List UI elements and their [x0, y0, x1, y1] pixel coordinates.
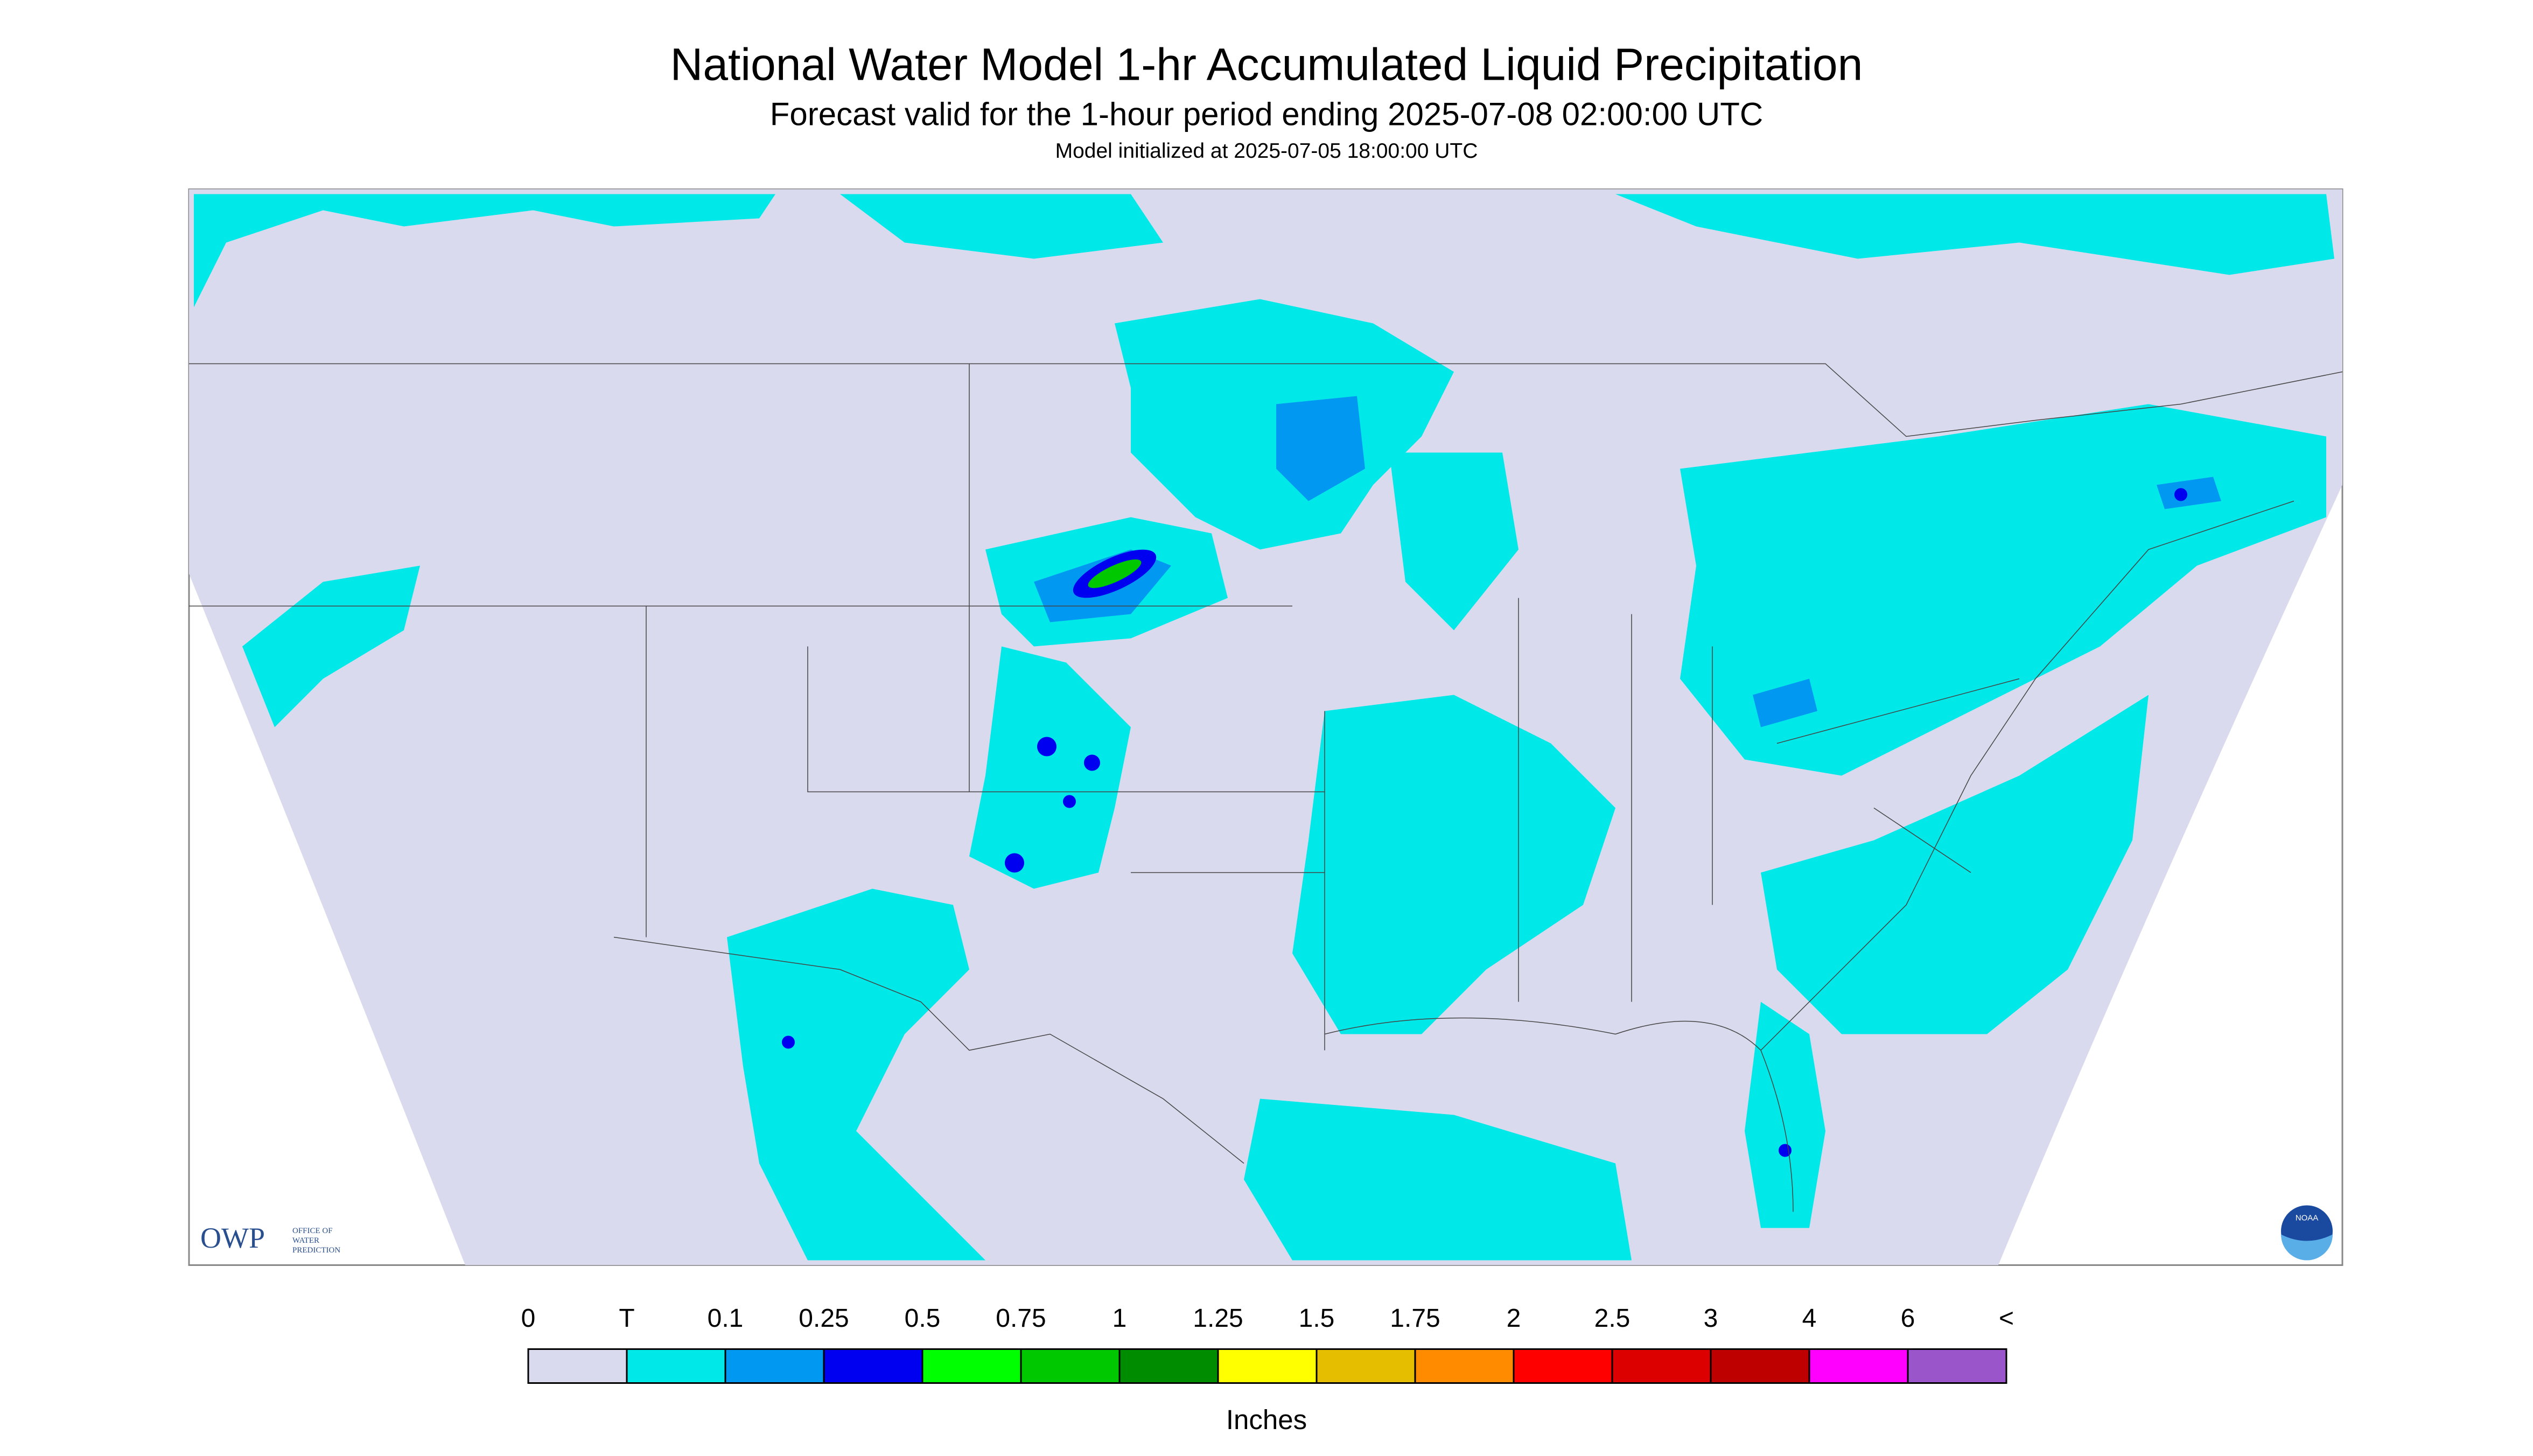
precip-area [1037, 737, 1056, 757]
legend-swatch [921, 1348, 1022, 1384]
init-time: Model initialized at 2025-07-05 18:00:00… [1055, 139, 1478, 163]
precip-area [1745, 1002, 1825, 1228]
borders [189, 363, 2343, 1212]
precip-area [840, 194, 1163, 259]
legend-label: 1.5 [1299, 1304, 1335, 1333]
owp-logo: OWP [200, 1222, 265, 1254]
precip-area [2174, 488, 2187, 501]
precip-area [1615, 194, 2334, 275]
legend-label: < [1999, 1304, 2014, 1333]
precip-area [1753, 678, 1817, 727]
legend-swatch [1217, 1348, 1318, 1384]
legend-swatch [626, 1348, 726, 1384]
legend-label: 6 [1901, 1304, 1915, 1333]
precip-area [1084, 754, 1100, 771]
legend-label: 2.5 [1594, 1304, 1631, 1333]
legend-swatch [724, 1348, 825, 1384]
legend-label: 4 [1802, 1304, 1817, 1333]
legend-swatch [1611, 1348, 1712, 1384]
precip-area [1779, 1144, 1792, 1157]
legend-label: 1 [1112, 1304, 1127, 1333]
legend-label: 1.75 [1390, 1304, 1440, 1333]
legend-label: 0.5 [905, 1304, 941, 1333]
border [1324, 500, 2294, 1212]
legend-swatch [1808, 1348, 1909, 1384]
precip-area [1244, 1098, 1632, 1261]
precip-area [1088, 559, 1142, 589]
legend-label: 0.1 [708, 1304, 744, 1333]
precip-area [1276, 396, 1365, 501]
legend-label: 0.25 [799, 1304, 849, 1333]
legend-swatch [527, 1348, 628, 1384]
legend-swatch [1118, 1348, 1219, 1384]
subtitle: Forecast valid for the 1-hour period end… [770, 96, 1763, 132]
border [189, 363, 1325, 1164]
legend-swatch [1513, 1348, 1613, 1384]
legend-label: T [619, 1304, 634, 1333]
legend-swatch [1414, 1348, 1515, 1384]
border [1518, 598, 2020, 1002]
owp-logo-text: WATER [292, 1236, 319, 1245]
precip-area [1063, 795, 1076, 808]
owp-logo-text: OFFICE OF [292, 1227, 333, 1235]
legend-swatch [823, 1348, 923, 1384]
legend-swatch [1020, 1348, 1121, 1384]
precip-area [727, 888, 985, 1261]
legend-label: 0 [521, 1304, 536, 1333]
legend-label: 0.75 [996, 1304, 1046, 1333]
legend-label: 2 [1507, 1304, 1521, 1333]
precip-area [969, 646, 1131, 889]
precip-areas [194, 194, 2334, 1261]
precip-area [2157, 477, 2221, 509]
legend-unit: Inches [1226, 1404, 1307, 1435]
precip-area [1389, 452, 1519, 631]
noaa-logo-text: NOAA [2296, 1213, 2319, 1222]
legend-swatch [1710, 1348, 1810, 1384]
owp-logo-text: PREDICTION [292, 1246, 340, 1255]
map: OWP OFFICE OF WATER PREDICTION NOAA [188, 188, 2343, 1266]
noaa-logo-wave [2281, 1234, 2333, 1261]
precip-area [194, 194, 775, 307]
legend-swatch [1316, 1348, 1416, 1384]
precip-area [782, 1035, 795, 1049]
legend-swatch [1907, 1348, 2007, 1384]
border [189, 363, 2343, 437]
precip-area [1292, 695, 1615, 1034]
title: National Water Model 1-hr Accumulated Li… [670, 39, 1863, 90]
precip-area [1761, 695, 2149, 1034]
legend-label: 3 [1704, 1304, 1718, 1333]
legend-label: 1.25 [1193, 1304, 1243, 1333]
legend: 0 T 0.1 0.25 0.5 0.75 1 1.25 1.5 1.75 2 2.5 3 4 6 < [521, 1304, 2014, 1384]
precip-area [1005, 853, 1024, 873]
